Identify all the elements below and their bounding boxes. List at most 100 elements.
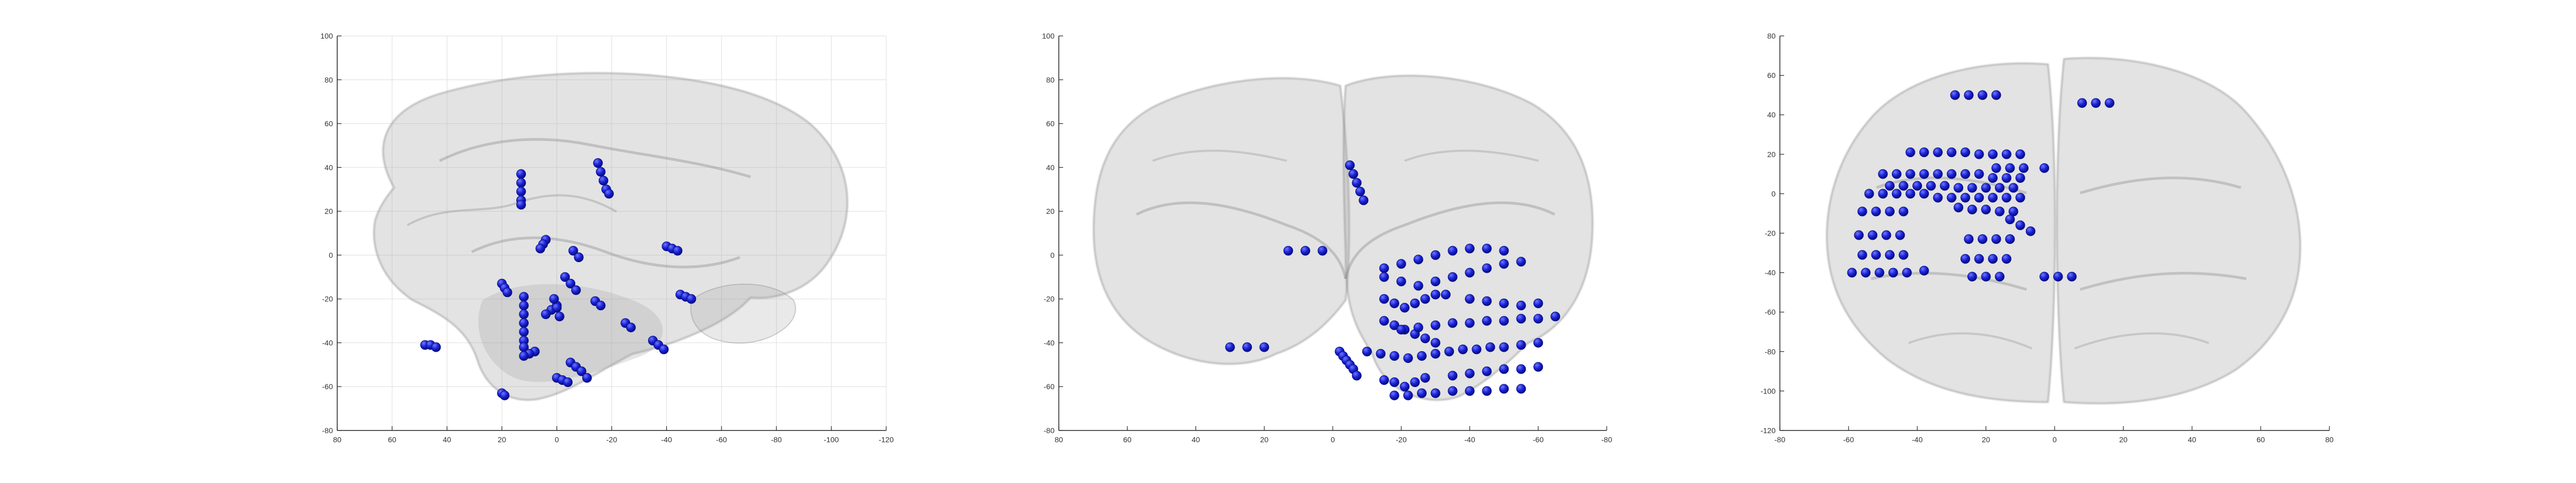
- electrode-point: [1420, 373, 1430, 383]
- electrode-point: [659, 344, 669, 354]
- electrode-point: [1389, 320, 1399, 330]
- x-tick-label: 0: [555, 435, 559, 444]
- y-tick-label: -80: [322, 426, 333, 435]
- x-tick-label: -40: [1912, 435, 1922, 444]
- electrode-point: [1482, 296, 1492, 306]
- y-tick-label: -100: [1761, 387, 1776, 395]
- electrode-point: [2077, 98, 2087, 108]
- electrode-point: [1533, 338, 1543, 348]
- electrode-point: [1379, 375, 1389, 385]
- axes: 80 60 40 20 0 -20 -40 -60 -80 -100 -120 100 80 60 40 20…: [321, 32, 894, 444]
- electrode-point: [1482, 366, 1492, 376]
- electrode-point: [1516, 384, 1526, 394]
- electrode-point: [1981, 271, 1991, 281]
- brain-inner-fold: [1908, 332, 2209, 350]
- x-tick-label: 20: [1982, 435, 1991, 444]
- electrode-point: [1447, 386, 1458, 396]
- electrode-point: [1403, 390, 1413, 400]
- y-tick-label: 40: [1046, 163, 1055, 172]
- electrode-point: [519, 300, 529, 310]
- electrode-point: [1430, 348, 1441, 359]
- electrode-point: [2053, 271, 2063, 281]
- electrodes: [420, 158, 696, 400]
- electrode-point: [1403, 353, 1413, 363]
- electrode-point: [1902, 267, 1912, 278]
- y-tick-label: -60: [1765, 308, 1776, 316]
- x-tick-label: -20: [1396, 435, 1407, 444]
- electrode-point: [1482, 243, 1492, 254]
- electrode-point: [1499, 246, 1509, 256]
- electrode-point: [1919, 169, 1929, 179]
- electrode-point: [1533, 298, 1543, 308]
- electrode-point: [2105, 98, 2114, 108]
- electrode-point: [1878, 189, 1888, 199]
- electrode-point: [1891, 189, 1902, 199]
- electrode-point: [1499, 259, 1509, 269]
- x-tick-label: 40: [1192, 435, 1200, 444]
- electrode-point: [552, 303, 562, 313]
- x-tick-label: 60: [2256, 435, 2265, 444]
- electrode-point: [431, 342, 441, 352]
- electrode-point: [1960, 192, 1970, 203]
- electrode-point: [2015, 220, 2025, 231]
- axial-view-panel: -80 -60 -40 20 0 20 40 60 80 80 60 40 20 0 -20 -40 -60 -8…: [1761, 32, 2334, 444]
- electrode-point: [1516, 314, 1526, 324]
- electrode-point: [502, 287, 513, 298]
- electrode-point: [1447, 246, 1458, 256]
- electrode-point: [1379, 316, 1389, 326]
- electrode-point: [1472, 344, 1482, 354]
- electrode-point: [686, 294, 696, 304]
- electrode-point: [1458, 344, 1468, 354]
- electrode-point: [596, 300, 606, 310]
- electrode-point: [1413, 255, 1423, 265]
- electrode-point: [2001, 173, 2011, 183]
- electrode-point: [1954, 183, 1964, 193]
- electrode-point: [1533, 314, 1543, 324]
- electrode-point: [1857, 206, 1867, 217]
- electrode-point: [1981, 204, 1991, 214]
- y-tick-label: 20: [324, 207, 333, 216]
- electrode-point: [1352, 177, 1362, 188]
- electrode-point: [1465, 267, 1475, 278]
- electrode-point: [1447, 318, 1458, 328]
- electrode-point: [1389, 377, 1399, 388]
- electrode-point: [1995, 271, 2005, 281]
- electrode-point: [1499, 342, 1509, 352]
- electrode-point: [1974, 169, 1984, 179]
- electrode-point: [2005, 163, 2015, 173]
- electrode-point: [1995, 183, 2005, 193]
- electrode-point: [1389, 390, 1399, 400]
- electrode-point: [1465, 386, 1475, 396]
- electrode-point: [1516, 257, 1526, 267]
- brain-inner-fold: [439, 138, 751, 179]
- electrode-point: [1988, 192, 1998, 203]
- electrode-point: [1947, 192, 1957, 203]
- y-tick-label: -40: [322, 338, 333, 347]
- electrode-point: [1857, 250, 1867, 260]
- electrode-point: [1389, 351, 1399, 361]
- coronal-view-panel: 80 60 40 20 0 -20 -40 -60 -80 100 80 60 40 20 0 -20 -40 -…: [1042, 32, 1613, 444]
- electrode-point: [1482, 263, 1492, 273]
- electrode-point: [1430, 388, 1441, 398]
- brain-left-hemisphere-shape: [1826, 62, 2056, 403]
- electrode-point: [1482, 316, 1492, 326]
- electrode-point: [2001, 192, 2011, 203]
- electrode-point: [604, 189, 614, 199]
- electrode-point: [1499, 298, 1509, 308]
- brain-right-hemisphere-shape: [2056, 57, 2302, 404]
- electrode-point: [1355, 187, 1365, 197]
- electrode-point: [1898, 250, 1909, 260]
- y-tick-label: 0: [329, 251, 333, 259]
- electrode-point: [1362, 346, 1372, 356]
- y-tick-label: -80: [1765, 347, 1776, 356]
- electrode-point: [1988, 254, 1998, 264]
- brain-cerebellum: [690, 284, 796, 344]
- electrode-point: [1400, 382, 1410, 392]
- electrode-point: [1878, 169, 1888, 179]
- electrode-point: [2067, 271, 2077, 281]
- electrode-point: [1516, 364, 1526, 374]
- electrode-point: [1885, 181, 1895, 191]
- brain-right-hemisphere-shape: [1342, 75, 1594, 401]
- electrode-point: [1950, 90, 1960, 100]
- electrode-point: [582, 373, 592, 383]
